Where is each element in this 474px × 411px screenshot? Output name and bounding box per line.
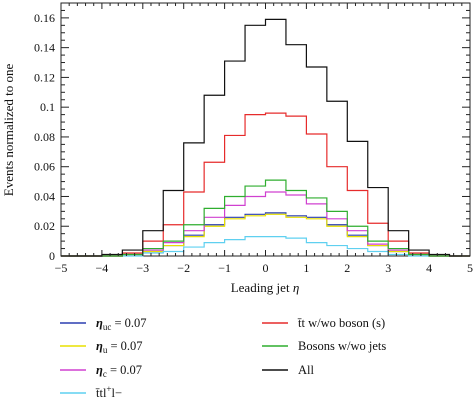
legend-label-3: t̄tl+l− — [96, 384, 122, 400]
series-layer — [61, 18, 470, 257]
legend-label-4: t̄t w/wo boson (s) — [298, 316, 385, 330]
legend-label-5: Bosons w/wo jets — [298, 339, 386, 353]
x-tick-label: −3 — [136, 261, 149, 275]
legend-label-2: ηc = 0.07 — [96, 363, 142, 379]
y-tick-label: 0.14 — [34, 41, 55, 55]
axis-ticks: −5 −4 −3 −2 −1 0 1 2 3 4 5 0 0.02 0.04 0.06 0.08 0.1 0.12… — [34, 2, 473, 275]
x-tick-label: 4 — [426, 261, 432, 275]
y-tick-label: 0.1 — [40, 100, 55, 114]
y-tick-label: 0.04 — [34, 189, 55, 203]
y-tick-label: 0.16 — [34, 11, 55, 25]
x-tick-label: 5 — [467, 261, 473, 275]
y-tick-label: 0.08 — [34, 130, 55, 144]
x-axis-label: Leading jet η — [231, 280, 300, 295]
x-tick-label: −4 — [96, 261, 109, 275]
x-axis-label-text: Leading jet — [231, 280, 293, 295]
x-tick-label: 1 — [303, 261, 309, 275]
legend: ηuc = 0.07 ηu = 0.07 ηc = 0.07 t̄tl+l− t̄t w… — [60, 316, 386, 400]
legend-label-0: ηuc = 0.07 — [96, 316, 147, 332]
legend-label-1: ηu = 0.07 — [96, 339, 143, 355]
series-line-6 — [61, 18, 470, 257]
y-tick-label: 0.12 — [34, 70, 55, 84]
plot-frame — [60, 2, 471, 257]
x-axis-label-symbol: η — [293, 280, 299, 295]
x-tick-label: 0 — [263, 261, 269, 275]
x-tick-label: −5 — [55, 261, 68, 275]
y-axis-label: Events normalized to one — [1, 64, 16, 197]
x-tick-label: 2 — [344, 261, 350, 275]
plot-area — [60, 2, 471, 257]
x-tick-label: 3 — [385, 261, 391, 275]
y-tick-label: 0 — [49, 249, 55, 263]
y-tick-label: 0.06 — [34, 160, 55, 174]
x-tick-label: −1 — [218, 261, 231, 275]
legend-label-6: All — [298, 363, 315, 377]
y-tick-label: 0.02 — [34, 219, 55, 233]
x-tick-label: −2 — [177, 261, 190, 275]
